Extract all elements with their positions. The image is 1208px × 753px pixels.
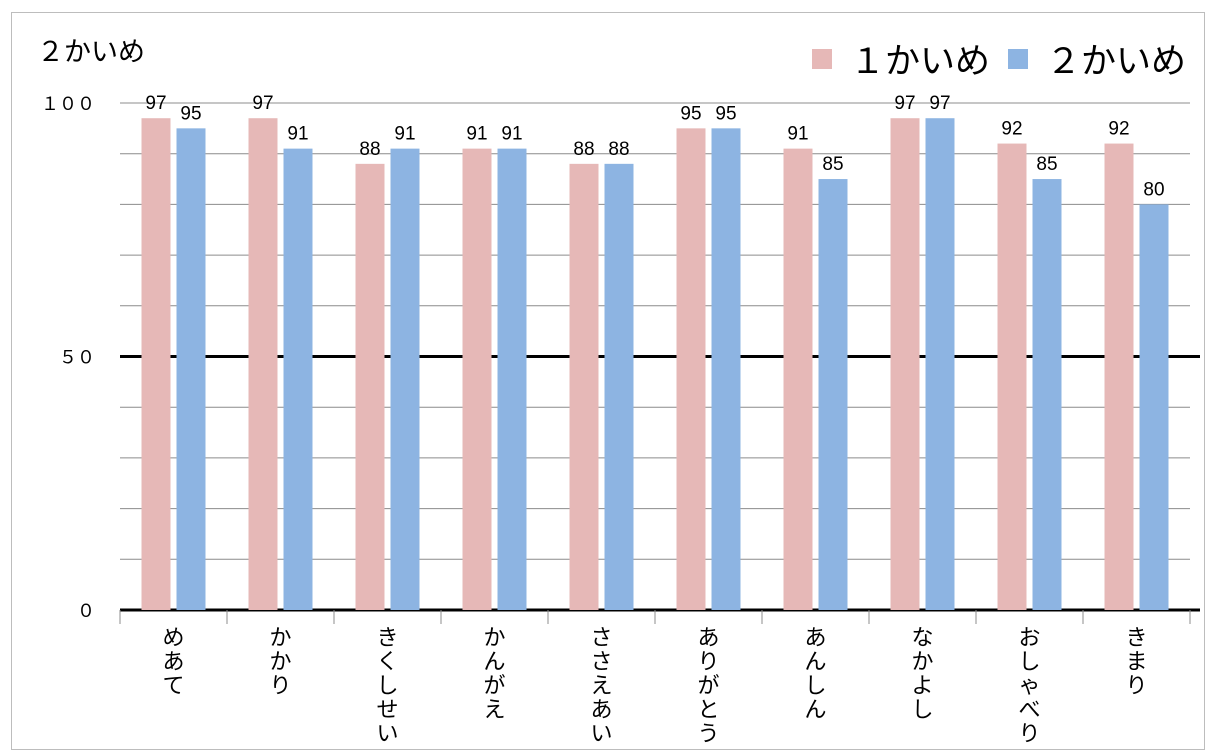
- data-label: 88: [608, 139, 629, 160]
- category-label: かんがえ: [483, 626, 505, 723]
- data-label: 85: [822, 154, 843, 175]
- data-label: 91: [394, 124, 415, 145]
- category-label: かかり: [269, 626, 291, 699]
- legend-item-series-2: ２かいめ: [1007, 33, 1186, 84]
- data-label: 92: [1108, 119, 1129, 140]
- bar-series-2: [711, 128, 741, 610]
- category-label: ありがとう: [697, 626, 719, 747]
- y-tick-label: ５０: [59, 348, 95, 369]
- y-tick-label: １００: [41, 94, 95, 115]
- data-label: 97: [894, 93, 915, 114]
- category-label: きくしせい: [376, 626, 398, 747]
- bar-series-1: [676, 128, 706, 610]
- chart-frame: [11, 12, 1205, 750]
- bar-series-2: [390, 148, 420, 610]
- bar-series-2: [176, 128, 206, 610]
- data-label: 97: [929, 93, 950, 114]
- data-label: 97: [145, 93, 166, 114]
- chart-legend: １かいめ ２かいめ: [794, 33, 1186, 84]
- data-label: 92: [1001, 119, 1022, 140]
- bar-series-2: [1032, 179, 1062, 611]
- bar-series-2: [818, 179, 848, 611]
- legend-label-series-1: １かいめ: [849, 42, 990, 82]
- legend-swatch-series-2: [1007, 48, 1028, 69]
- bar-series-1: [569, 163, 599, 610]
- bar-series-1: [890, 118, 920, 611]
- category-label: めあて: [162, 626, 184, 699]
- data-label: 91: [501, 124, 522, 145]
- data-label: 95: [180, 103, 201, 124]
- bar-series-1: [783, 148, 813, 610]
- category-label: きまり: [1125, 626, 1147, 699]
- legend-swatch-series-1: [811, 48, 832, 69]
- bar-series-1: [248, 118, 278, 611]
- data-label: 85: [1036, 154, 1057, 175]
- data-label: 80: [1143, 179, 1164, 200]
- category-label: あんしん: [804, 626, 826, 723]
- category-label: なかよし: [911, 626, 933, 723]
- data-label: 88: [573, 139, 594, 160]
- category-label: ささえあい: [590, 626, 612, 747]
- data-label: 91: [287, 124, 308, 145]
- data-label: 88: [359, 139, 380, 160]
- bar-series-2: [925, 118, 955, 611]
- bar-series-2: [604, 163, 634, 610]
- data-label: 97: [252, 93, 273, 114]
- y-tick-label: ０: [77, 601, 95, 622]
- bar-series-1: [355, 163, 385, 610]
- legend-label-series-2: ２かいめ: [1045, 42, 1186, 82]
- bar-series-2: [497, 148, 527, 610]
- bar-series-2: [283, 148, 313, 610]
- chart-title: ２かいめ: [37, 37, 145, 68]
- data-label: 91: [466, 124, 487, 145]
- bar-series-1: [997, 143, 1027, 610]
- data-label: 95: [680, 103, 701, 124]
- data-label: 91: [787, 124, 808, 145]
- data-label: 95: [715, 103, 736, 124]
- category-label: おしゃべり: [1018, 626, 1040, 747]
- bar-series-1: [1104, 143, 1134, 610]
- bar-series-1: [141, 118, 171, 611]
- legend-item-series-1: １かいめ: [811, 33, 990, 84]
- bar-series-1: [462, 148, 492, 610]
- bar-series-2: [1139, 204, 1169, 610]
